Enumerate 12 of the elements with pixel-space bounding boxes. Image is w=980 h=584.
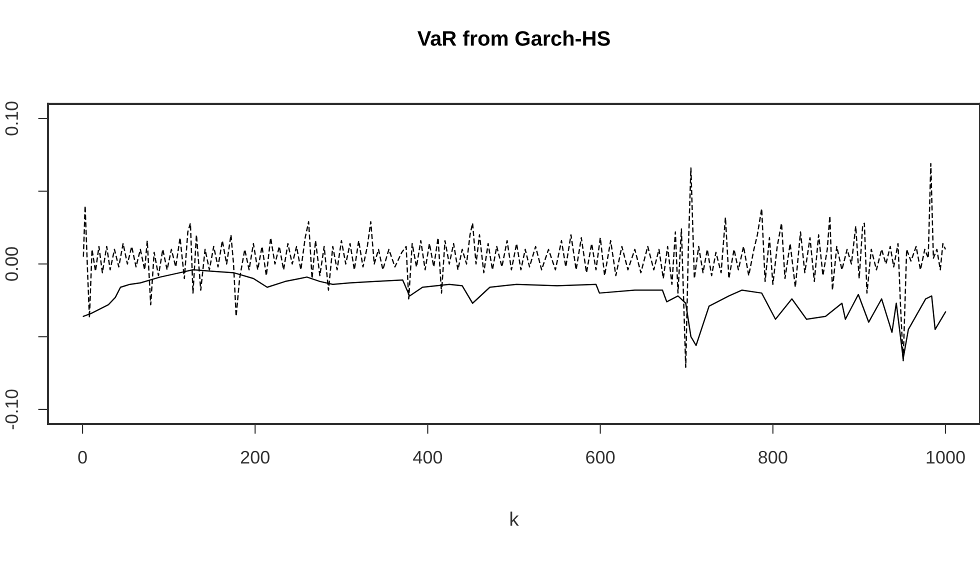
y-tick-label: 0.10 — [5, 102, 18, 136]
x-tick-label: 1000 — [926, 450, 965, 464]
x-tick-label: 0 — [78, 450, 87, 464]
x-tick-label: 800 — [758, 450, 788, 464]
line-series — [82, 162, 946, 368]
x-tick-label: 200 — [240, 450, 270, 464]
x-axis-title: k — [510, 512, 519, 526]
x-tick-label: 600 — [586, 450, 615, 464]
y-tick-label: -0.10 — [5, 390, 18, 430]
chart-title: VaR from Garch-HS — [417, 30, 610, 46]
y-tick-label: 0.00 — [5, 247, 18, 281]
x-tick-label: 400 — [413, 450, 442, 464]
